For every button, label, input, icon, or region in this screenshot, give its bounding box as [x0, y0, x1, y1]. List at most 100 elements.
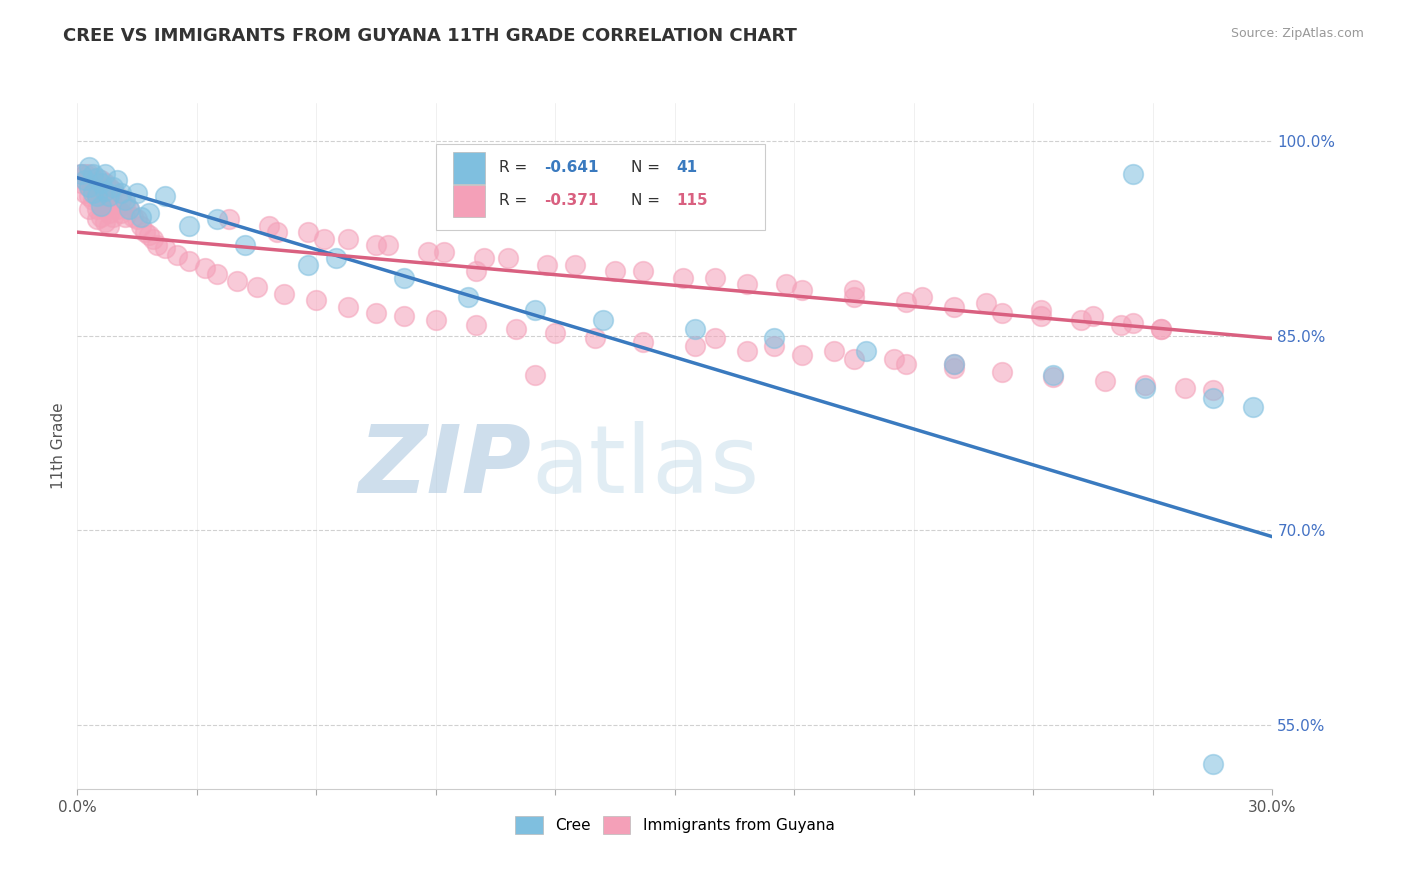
Point	[98, 219, 121, 233]
Point	[942, 361, 965, 376]
Point	[314, 232, 336, 246]
Point	[683, 339, 706, 353]
Point	[472, 251, 495, 265]
Point	[86, 176, 108, 190]
Point	[1042, 368, 1064, 382]
Point	[122, 210, 145, 224]
Point	[142, 232, 165, 246]
Point	[1042, 370, 1064, 384]
Point	[79, 167, 101, 181]
Point	[75, 167, 97, 181]
Point	[86, 202, 108, 216]
Point	[134, 225, 156, 239]
Text: Source: ZipAtlas.com: Source: ZipAtlas.com	[1230, 27, 1364, 40]
Point	[763, 339, 786, 353]
Point	[844, 352, 866, 367]
Point	[974, 296, 997, 310]
Point	[79, 189, 101, 203]
Point	[883, 352, 905, 367]
Point	[544, 326, 567, 341]
Point	[90, 186, 112, 201]
Point	[86, 212, 108, 227]
Point	[82, 186, 104, 201]
Point	[138, 227, 160, 242]
Point	[257, 219, 280, 233]
Point	[1031, 310, 1053, 324]
Point	[103, 196, 124, 211]
Point	[82, 170, 104, 185]
Point	[94, 176, 117, 190]
Point	[416, 244, 439, 259]
Point	[205, 267, 228, 281]
Point	[855, 344, 877, 359]
Point	[194, 261, 217, 276]
Point	[129, 210, 152, 224]
Point	[118, 202, 141, 216]
Point	[1241, 400, 1264, 414]
Point	[153, 241, 176, 255]
Point	[305, 293, 328, 307]
Point	[82, 179, 104, 194]
Point	[1201, 756, 1223, 771]
Point	[433, 244, 456, 259]
Point	[366, 238, 388, 252]
Point	[94, 202, 117, 216]
Text: -0.371: -0.371	[544, 194, 599, 209]
FancyBboxPatch shape	[436, 144, 765, 229]
Point	[127, 212, 149, 227]
Point	[1031, 302, 1053, 317]
Point	[464, 264, 486, 278]
Point	[775, 277, 797, 291]
Point	[1133, 378, 1156, 392]
Point	[457, 290, 479, 304]
Text: atlas: atlas	[531, 421, 759, 513]
Point	[1150, 322, 1173, 336]
Point	[127, 186, 149, 201]
FancyBboxPatch shape	[453, 152, 485, 184]
Point	[266, 225, 288, 239]
Point	[75, 173, 97, 187]
Point	[246, 279, 269, 293]
Point	[205, 212, 228, 227]
Point	[110, 193, 132, 207]
Point	[129, 219, 152, 233]
Point	[605, 264, 627, 278]
Point	[464, 318, 486, 333]
Point	[337, 301, 360, 315]
Point	[82, 167, 104, 181]
Point	[990, 365, 1012, 379]
Point	[79, 202, 101, 216]
Point	[1201, 384, 1223, 398]
Point	[70, 167, 93, 181]
Point	[86, 189, 108, 203]
Point	[70, 167, 93, 181]
Point	[792, 348, 814, 362]
Point	[1174, 381, 1197, 395]
Point	[218, 212, 240, 227]
Point	[297, 258, 319, 272]
Point	[94, 184, 117, 198]
Point	[735, 277, 758, 291]
Point	[583, 331, 606, 345]
Point	[75, 173, 97, 187]
Point	[233, 238, 256, 252]
Point	[114, 210, 136, 224]
Point	[844, 290, 866, 304]
Point	[79, 179, 101, 194]
Point	[98, 179, 121, 194]
FancyBboxPatch shape	[453, 185, 485, 217]
Point	[90, 173, 112, 187]
Point	[103, 179, 124, 194]
Point	[1122, 167, 1144, 181]
Text: -0.641: -0.641	[544, 161, 599, 176]
Point	[823, 344, 845, 359]
Point	[114, 193, 136, 207]
Point	[683, 322, 706, 336]
Point	[536, 258, 558, 272]
Point	[325, 251, 347, 265]
Point	[496, 251, 519, 265]
Point	[1133, 381, 1156, 395]
Point	[505, 322, 527, 336]
Point	[114, 196, 136, 211]
Text: N =: N =	[631, 194, 665, 209]
